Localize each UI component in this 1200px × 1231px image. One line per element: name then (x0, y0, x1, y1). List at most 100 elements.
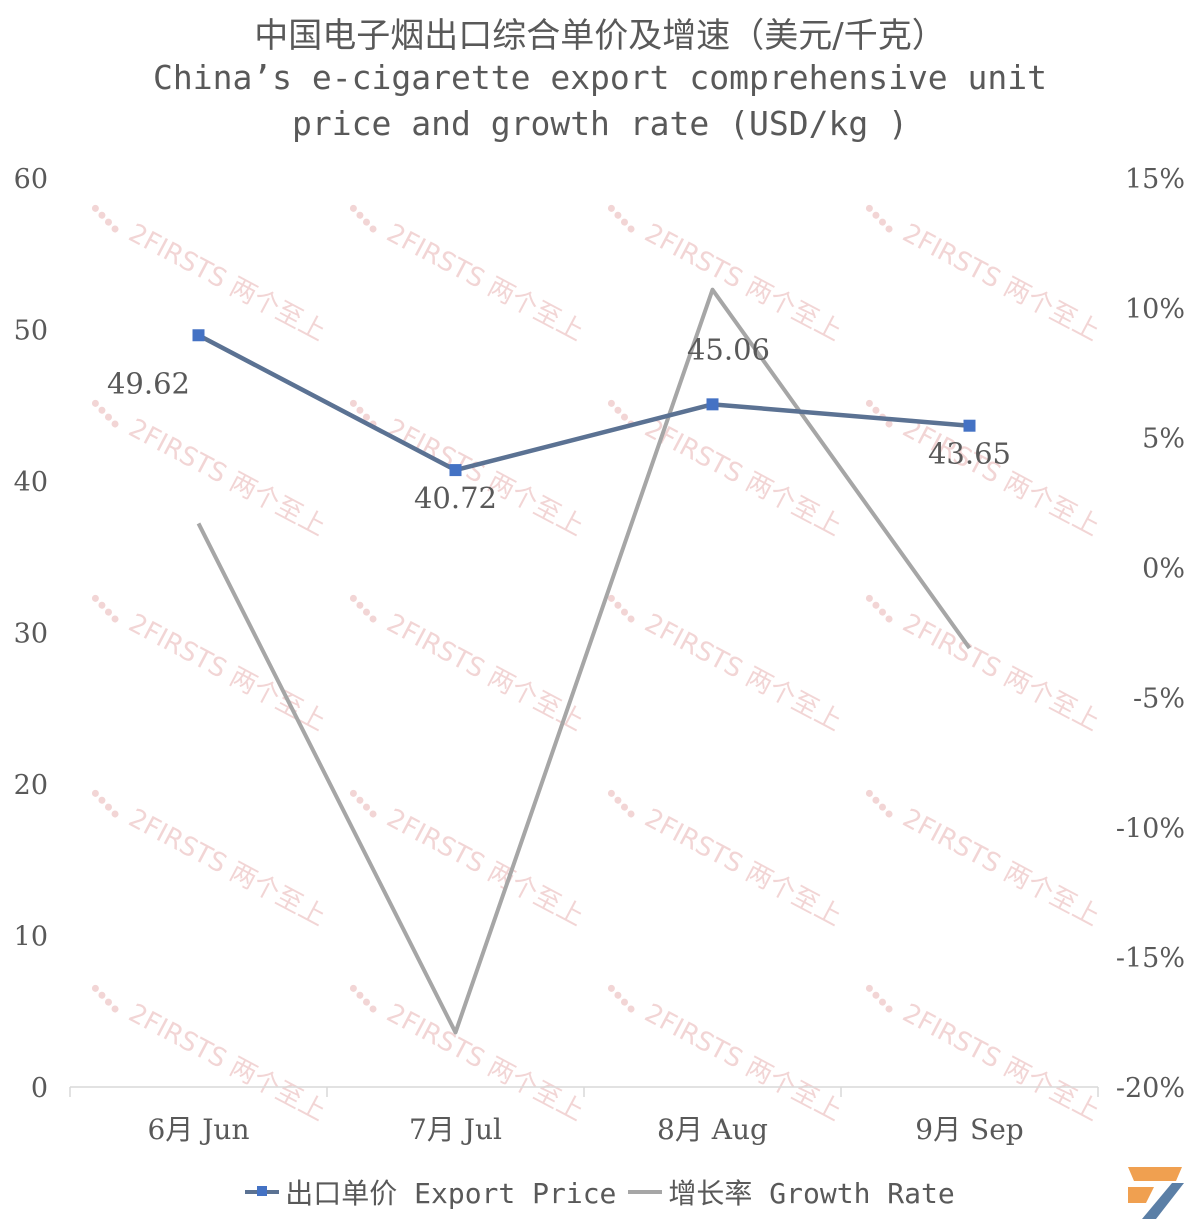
watermark-dot (104, 413, 112, 421)
watermark-text: 2FIRSTS 两个至上 (382, 413, 589, 542)
watermark-dot (111, 615, 119, 623)
watermark-dot (620, 803, 628, 811)
watermark-dot (98, 211, 106, 219)
watermark-dot (369, 1005, 377, 1013)
watermark-text: 2FIRSTS 两个至上 (124, 608, 331, 737)
watermark-dot (614, 796, 622, 804)
y-left-tick-label: 30 (14, 619, 48, 650)
y-left-tick-label: 60 (14, 164, 48, 195)
export-price-point (963, 419, 976, 432)
y-right-tick-label: 5% (1142, 424, 1185, 455)
x-tick-label: 9月 Sep (915, 1113, 1023, 1146)
watermark-dot (620, 218, 628, 226)
watermark: 2FIRSTS 两个至上 (865, 984, 1104, 1127)
watermark: 2FIRSTS 两个至上 (607, 789, 847, 932)
watermark-text: 2FIRSTS 两个至上 (124, 413, 331, 542)
export-price-point (449, 464, 462, 477)
watermark-dot (104, 803, 112, 811)
watermark-dot (104, 998, 112, 1006)
watermark-dot (111, 225, 119, 233)
watermark: 2FIRSTS 两个至上 (607, 984, 847, 1127)
watermark-dot (885, 1005, 893, 1013)
watermark-text: 2FIRSTS 两个至上 (382, 608, 589, 737)
watermark-text: 2FIRSTS 两个至上 (382, 803, 589, 932)
watermark-dot (885, 615, 893, 623)
chart-title-english-line1: China’s e-cigarette export comprehensive… (152, 58, 1048, 97)
watermark-text: 2FIRSTS 两个至上 (640, 998, 847, 1127)
watermark-text: 2FIRSTS 两个至上 (124, 998, 331, 1127)
watermark: 2FIRSTS 两个至上 (865, 204, 1105, 347)
legend-swatch-growth-rate (628, 1190, 663, 1194)
watermark-dot (349, 789, 357, 797)
watermark-text: 2FIRSTS 两个至上 (640, 608, 847, 737)
watermark-dot (885, 810, 893, 818)
watermark-text: 2FIRSTS 两个至上 (640, 218, 847, 347)
watermark: 2FIRSTS 两个至上 (91, 204, 331, 347)
watermark: 2FIRSTS 两个至上 (349, 789, 589, 932)
watermark-dot (627, 1005, 635, 1013)
watermark-dot (98, 406, 106, 414)
watermark-dot (369, 615, 377, 623)
legend-swatch-export-price (245, 1186, 280, 1196)
y-left-tick-label: 50 (14, 316, 48, 347)
watermark-dot (91, 789, 99, 797)
chart-title-english-line2: price and growth rate (USD/kg ) (292, 104, 908, 143)
watermark-dot (885, 420, 893, 428)
watermark-dot (865, 594, 873, 602)
watermark-dot (356, 796, 364, 804)
watermark-dot (356, 601, 364, 609)
x-tick-label: 7月 Jul (409, 1113, 502, 1146)
watermark: 2FIRSTS 两个至上 (91, 789, 331, 932)
watermark-text: 2FIRSTS 两个至上 (898, 803, 1105, 932)
axes-layer: 6月 Jun 7月 Jul 8月 Aug 9月 Sep 0 10 20 30 40 50 60 -20… (14, 164, 1185, 1146)
watermark-dot (865, 789, 873, 797)
watermark-dot (91, 984, 99, 992)
x-tick-label: 8月 Aug (657, 1113, 768, 1146)
watermark-dot (878, 803, 886, 811)
watermark-text: 2FIRSTS 两个至上 (898, 413, 1105, 542)
watermark-dot (872, 796, 880, 804)
watermark-dot (614, 991, 622, 999)
legend-label-growth-rate: 增长率 Growth Rate (668, 1177, 955, 1210)
watermark-dot (91, 399, 99, 407)
watermark: 2FIRSTS 两个至上 (349, 204, 589, 347)
watermark-dot (369, 225, 377, 233)
y-left-tick-label: 20 (14, 770, 48, 801)
watermark: 2FIRSTS 两个至上 (607, 204, 847, 347)
watermark-dot (607, 594, 615, 602)
y-right-tick-label: -10% (1116, 813, 1185, 844)
watermark: 2FIRSTS 两个至上 (865, 594, 1105, 737)
watermark-dot (620, 413, 628, 421)
watermark-dot (111, 810, 119, 818)
x-tick-label: 6月 Jun (147, 1113, 249, 1146)
watermark-text: 2FIRSTS 两个至上 (898, 608, 1105, 737)
watermark-text: 2FIRSTS 两个至上 (124, 803, 331, 932)
watermark-dot (878, 218, 886, 226)
export-price-data-label: 43.65 (928, 437, 1011, 471)
legend-item-growth-rate: 增长率 Growth Rate (628, 1172, 955, 1212)
export-price-point (192, 329, 205, 342)
watermark-text: 2FIRSTS 两个至上 (382, 998, 589, 1127)
watermark-text: 2FIRSTS 两个至上 (382, 218, 589, 347)
watermark-dot (620, 998, 628, 1006)
watermark-dot (362, 998, 370, 1006)
watermark-text: 2FIRSTS 两个至上 (898, 218, 1105, 347)
watermark-dot (878, 608, 886, 616)
watermark-dot (356, 211, 364, 219)
legend-label-export-price: 出口单价 Export Price (285, 1177, 617, 1210)
export-price-data-label: 40.72 (414, 481, 497, 515)
export-price-point (706, 398, 719, 411)
watermark: 2FIRSTS 两个至上 (91, 984, 331, 1127)
watermark-text: 2FIRSTS 两个至上 (124, 218, 331, 347)
y-right-tick-label: 0% (1142, 554, 1185, 585)
watermark: 2FIRSTS 两个至上 (865, 789, 1105, 932)
watermark-dot (865, 984, 873, 992)
watermark-text: 2FIRSTS 两个至上 (640, 803, 847, 932)
y-right-tick-label: -15% (1116, 943, 1185, 974)
watermark-dot (362, 218, 370, 226)
watermark-dot (362, 608, 370, 616)
watermark-dot (356, 991, 364, 999)
watermark-dot (104, 218, 112, 226)
growth-rate-line (196, 287, 972, 1035)
